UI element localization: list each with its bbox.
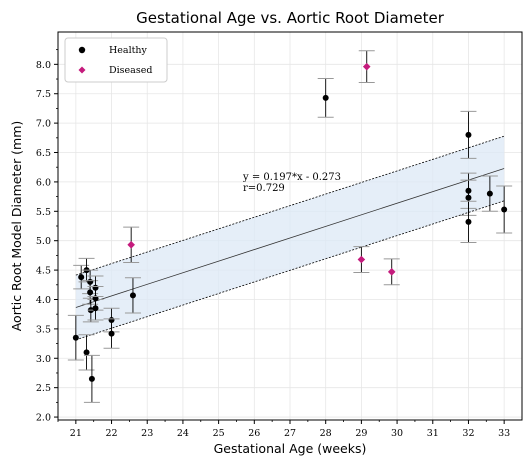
y-tick-label: 4.5 <box>36 266 51 277</box>
fit-r-value: r=0.729 <box>243 183 285 194</box>
x-tick-label: 31 <box>427 428 439 439</box>
chart-title: Gestational Age vs. Aortic Root Diameter <box>136 9 445 27</box>
healthy-point <box>92 305 99 312</box>
y-tick-label: 6.0 <box>36 177 51 188</box>
band-lower-edge <box>75 200 505 341</box>
healthy-point <box>83 349 90 356</box>
healthy-point <box>88 375 95 382</box>
x-tick-label: 32 <box>462 428 474 439</box>
diseased-point <box>387 268 396 276</box>
y-tick-label: 3.0 <box>36 354 51 365</box>
healthy-point <box>87 289 94 296</box>
x-tick-label: 33 <box>498 428 510 439</box>
diseased-point <box>357 255 366 264</box>
x-tick-label: 29 <box>355 428 367 439</box>
x-tick-label: 27 <box>284 428 296 439</box>
healthy-point <box>465 131 472 138</box>
y-tick-label: 4.0 <box>36 295 51 306</box>
y-axis-label: Aortic Root Model Diameter (mm) <box>9 121 24 332</box>
axis-ticks: 21 22 23 24 25 26 27 28 29 30 31 32 33 2.0 2.5 3.0 3.5 4.… <box>36 49 510 439</box>
legend-healthy-label: Healthy <box>109 45 148 56</box>
x-tick-label: 28 <box>320 428 332 439</box>
healthy-point <box>465 194 472 201</box>
fit-line <box>75 168 505 308</box>
legend: Healthy Diseased <box>64 37 168 83</box>
y-tick-label: 5.0 <box>36 236 51 247</box>
diseased-point <box>362 62 371 71</box>
legend-box <box>64 37 168 83</box>
legend-healthy-marker <box>78 46 86 54</box>
fit-equation: y = 0.197*x - 0.273 <box>242 172 341 183</box>
y-tick-label: 2.0 <box>36 413 51 424</box>
x-tick-label: 21 <box>70 428 82 439</box>
healthy-point <box>72 334 79 341</box>
legend-diseased-marker <box>78 66 86 74</box>
x-axis-label: Gestational Age (weeks) <box>214 441 367 456</box>
y-tick-label: 5.5 <box>36 207 51 218</box>
x-tick-label: 25 <box>213 428 225 439</box>
band-upper-edge <box>75 135 505 276</box>
x-tick-label: 23 <box>141 428 153 439</box>
healthy-point <box>486 190 493 197</box>
x-tick-label: 30 <box>391 428 403 439</box>
diseased-point <box>127 241 135 249</box>
healthy-point <box>108 330 115 337</box>
legend-diseased-label: Diseased <box>109 65 152 76</box>
fit-line-group <box>75 168 505 308</box>
healthy-point <box>78 274 85 281</box>
x-tick-label: 26 <box>248 428 260 439</box>
y-tick-label: 2.5 <box>36 383 51 394</box>
y-tick-label: 6.5 <box>36 148 51 159</box>
healthy-point <box>129 292 136 299</box>
x-tick-label: 24 <box>177 428 189 439</box>
y-tick-label: 3.5 <box>36 324 51 335</box>
healthy-point <box>465 218 472 225</box>
healthy-point <box>501 206 508 213</box>
healthy-point <box>322 94 329 101</box>
y-tick-label: 8.0 <box>36 60 51 71</box>
x-tick-label: 22 <box>105 428 117 439</box>
data-points <box>67 50 513 403</box>
y-tick-label: 7.0 <box>36 119 51 130</box>
y-tick-label: 7.5 <box>36 89 51 100</box>
